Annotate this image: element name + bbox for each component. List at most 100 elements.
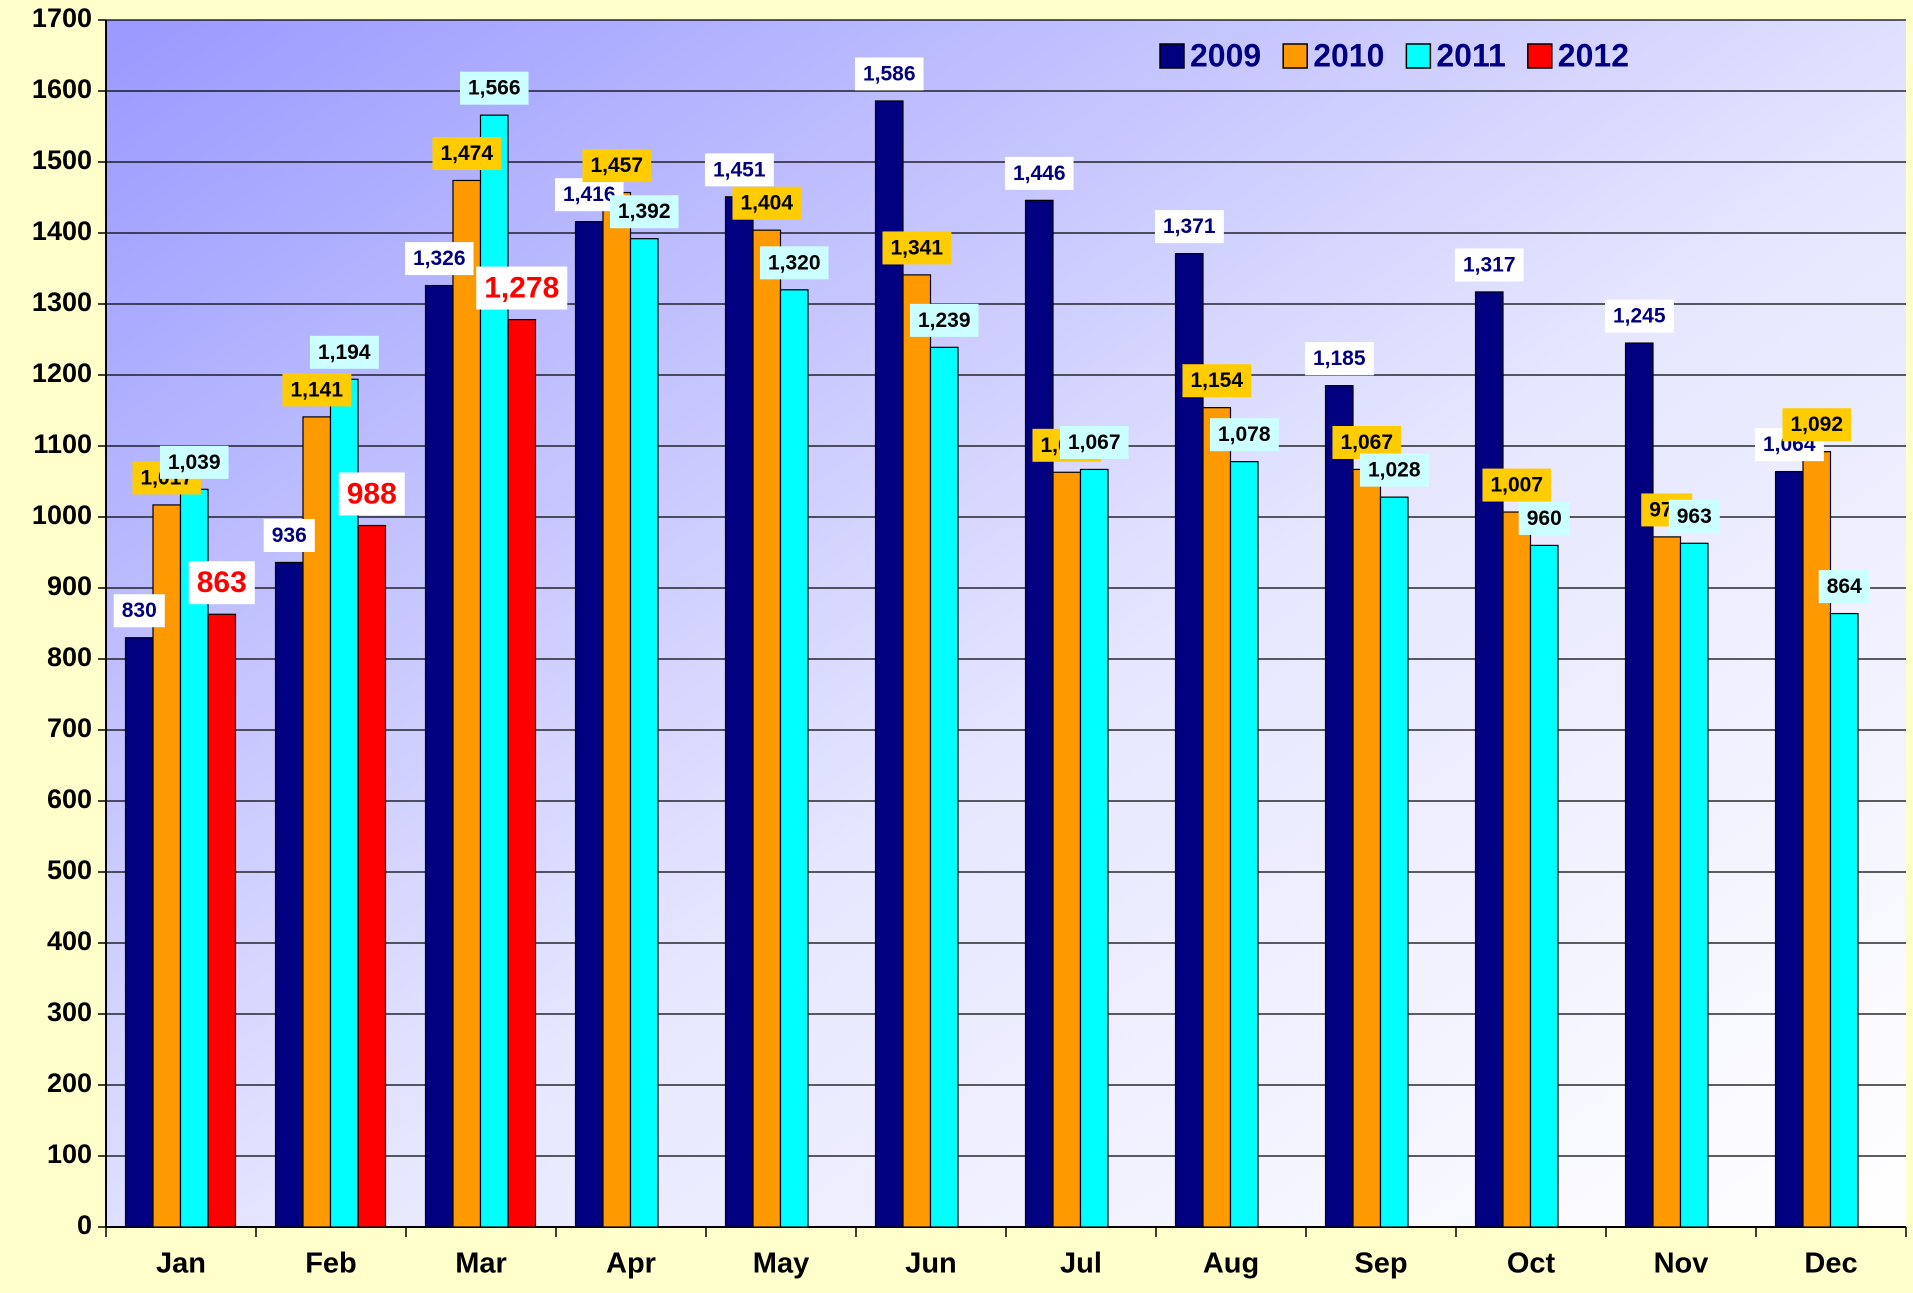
legend-label: 2011: [1436, 37, 1505, 73]
bar: [1679, 542, 1709, 1228]
value-label-box: [1454, 248, 1524, 282]
bar: [1624, 342, 1654, 1228]
value-label: 1,039: [168, 451, 221, 474]
value-label: 1,416: [563, 183, 616, 206]
y-tick-label: 1200: [32, 358, 92, 388]
legend-label: 2012: [1558, 37, 1629, 73]
value-label: 988: [347, 477, 397, 510]
bar: [1024, 199, 1054, 1228]
bar: [1652, 536, 1682, 1228]
value-label: 1,185: [1313, 347, 1366, 370]
x-tick-label: Jun: [905, 1248, 957, 1280]
bar: [574, 221, 604, 1228]
bar: [929, 346, 959, 1228]
legend-swatch: [1527, 43, 1553, 69]
value-label: 1,239: [918, 309, 971, 332]
bar: [874, 100, 904, 1228]
bar: [329, 378, 359, 1228]
value-label-box: [1668, 499, 1720, 533]
bar: [1324, 385, 1354, 1228]
value-label-box: [704, 153, 774, 187]
value-label-box: [263, 518, 315, 552]
bar: [1474, 291, 1504, 1228]
x-tick-label: Mar: [455, 1248, 507, 1280]
bar: [274, 561, 304, 1228]
value-label: 1,194: [318, 341, 371, 364]
bar: [1379, 496, 1409, 1228]
bar: [1202, 407, 1232, 1228]
value-label-box: [432, 137, 502, 171]
x-tick-label: Feb: [305, 1248, 357, 1280]
y-tick-label: 1500: [32, 145, 92, 175]
x-tick-label: Nov: [1654, 1248, 1709, 1280]
bar: [1052, 471, 1082, 1228]
bar: [902, 274, 932, 1228]
bar: [1529, 544, 1559, 1228]
bar: [124, 637, 154, 1228]
value-label-box: [609, 195, 679, 229]
plot-area: [106, 20, 1906, 1227]
value-label-box: [1332, 425, 1402, 459]
value-label: 1,278: [484, 272, 559, 305]
y-tick-label: 1700: [32, 3, 92, 33]
bar: [1229, 461, 1259, 1228]
value-label: 1,028: [1368, 459, 1421, 482]
value-label-box: [582, 149, 652, 183]
value-label-box: [1209, 418, 1279, 452]
x-tick-label: Oct: [1507, 1248, 1556, 1280]
value-label: 1,067: [1340, 431, 1393, 454]
value-label: 1,078: [1218, 423, 1271, 446]
y-tick-label: 500: [47, 855, 92, 885]
value-label-box: [1304, 342, 1374, 376]
value-label: 1,451: [713, 158, 766, 181]
value-label-box: [476, 266, 568, 310]
bar: [424, 284, 454, 1228]
value-label-box: [1154, 210, 1224, 244]
value-label: 1,404: [740, 192, 793, 215]
legend-label: 2010: [1313, 37, 1384, 73]
value-label-box: [1818, 570, 1871, 604]
value-label: 830: [122, 599, 157, 622]
value-label: 1,141: [290, 378, 343, 401]
y-tick-label: 1600: [32, 74, 92, 104]
y-tick-label: 1400: [32, 216, 92, 246]
bar: [207, 613, 237, 1228]
value-label-box: [309, 335, 379, 369]
y-tick-label: 100: [47, 1139, 92, 1169]
y-tick-label: 800: [47, 642, 92, 672]
value-label: 1,457: [590, 154, 643, 177]
value-label-box: [854, 57, 924, 91]
y-tick-label: 900: [47, 571, 92, 601]
bar: [779, 289, 809, 1228]
legend-label: 2009: [1190, 37, 1261, 73]
y-tick-label: 300: [47, 997, 92, 1027]
y-tick-label: 0: [77, 1210, 92, 1240]
value-label-box: [882, 231, 952, 265]
bar: [179, 488, 209, 1228]
value-label-box: [459, 71, 529, 105]
bar: [1774, 470, 1804, 1228]
y-tick-label: 200: [47, 1068, 92, 1098]
value-label-box: [1182, 364, 1252, 398]
bar: [602, 191, 632, 1228]
value-label-box: [1359, 453, 1429, 487]
value-label-box: [1482, 468, 1552, 502]
value-label-box: [338, 472, 405, 516]
y-tick-label: 700: [47, 713, 92, 743]
value-label: 1,317: [1463, 253, 1516, 276]
value-label-box: [1782, 408, 1852, 442]
y-tick-label: 1100: [33, 429, 92, 459]
value-label-box: [113, 594, 165, 628]
value-label: 1,371: [1163, 215, 1216, 238]
x-tick-label: Jul: [1060, 1248, 1102, 1280]
value-label: 1,326: [413, 247, 466, 270]
bar: [629, 238, 659, 1228]
value-label-box: [759, 246, 829, 280]
value-label: 1,341: [890, 236, 943, 259]
value-label-box: [1004, 156, 1074, 190]
bar: [1802, 451, 1832, 1228]
x-tick-label: Aug: [1203, 1248, 1259, 1280]
value-label-box: [909, 303, 979, 337]
value-label: 1,092: [1790, 413, 1843, 436]
